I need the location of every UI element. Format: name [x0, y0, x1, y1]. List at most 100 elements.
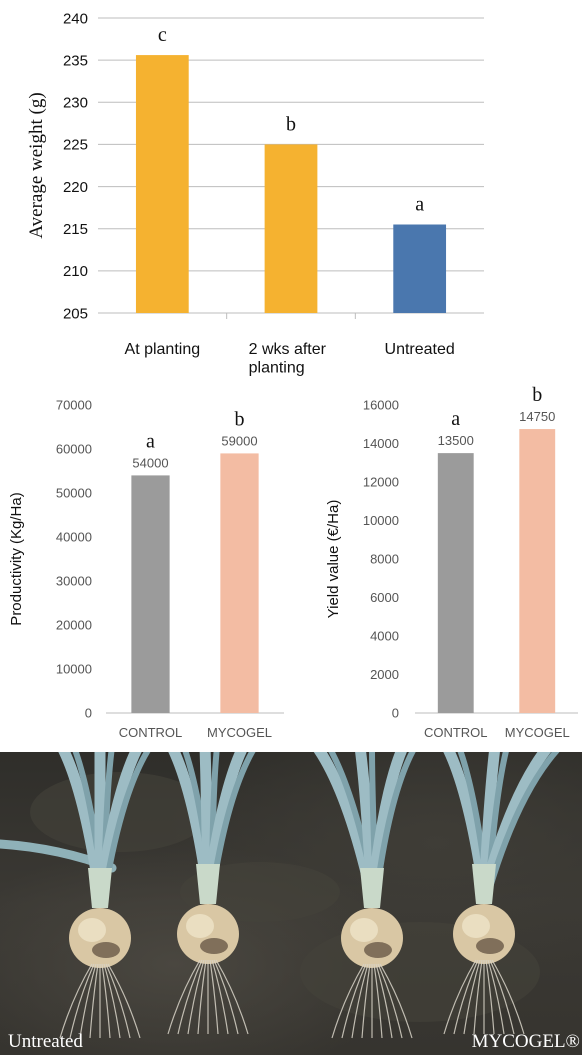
onion-highlight [350, 918, 378, 942]
bar [135, 55, 189, 313]
y-tick-label: 60000 [56, 442, 92, 457]
onion-root [443, 959, 477, 1035]
onion-root [107, 963, 141, 1039]
onion-root [463, 959, 481, 1035]
x-tick-label: MYCOGEL [505, 725, 570, 740]
onion-root [375, 963, 393, 1039]
onion-photo: Untreated MYCOGEL® [0, 752, 582, 1055]
y-tick-label: 4000 [370, 629, 399, 644]
onion-highlight [78, 918, 106, 942]
onion-root [211, 959, 229, 1035]
significance-letter: a [451, 408, 460, 430]
x-tick-label: CONTROL [119, 725, 183, 740]
y-tick-label: 70000 [56, 398, 92, 413]
x-tick-label: CONTROL [424, 725, 488, 740]
onion [313, 752, 416, 1039]
y-tick-label: 220 [63, 179, 88, 196]
soil-clump [364, 942, 392, 958]
x-tick-label: 2 wks after [249, 341, 327, 358]
y-tick-label: 50000 [56, 486, 92, 501]
significance-letter: b [286, 113, 296, 135]
y-tick-label: 215 [63, 221, 88, 238]
soil-clump [200, 938, 228, 954]
onion-root [209, 959, 219, 1035]
bar [131, 475, 170, 713]
weight-chart: 205 210 215 220 225 230 235 240 At planting c 2 wk… [0, 0, 582, 385]
significance-letter: b [532, 385, 542, 406]
onion-root [187, 959, 205, 1035]
y-tick-label: 0 [392, 706, 399, 721]
data-label: 14750 [519, 409, 555, 424]
onion-root [487, 959, 505, 1035]
y-tick-label: 225 [63, 137, 88, 154]
onion-root [453, 959, 479, 1035]
onion-neck [88, 868, 112, 908]
productivity-chart: 0 10000 20000 30000 40000 50000 60000 70000 CONT… [0, 385, 290, 750]
y-tick-label: 2000 [370, 667, 399, 682]
onion-root [373, 963, 383, 1039]
y-tick-label: 10000 [56, 662, 92, 677]
x-tick-label: At planting [125, 341, 201, 358]
significance-letter: a [415, 194, 424, 216]
onion-illustration [0, 752, 560, 1039]
significance-letter: c [158, 24, 167, 46]
significance-letter: b [235, 408, 245, 430]
y-tick-label: 205 [63, 305, 88, 322]
chart-svg: 0 10000 20000 30000 40000 50000 60000 70000 CONT… [8, 398, 284, 740]
onion-root [167, 959, 201, 1035]
data-label: 13500 [438, 433, 474, 448]
onion [167, 752, 256, 1035]
y-tick-label: 10000 [363, 513, 399, 528]
y-tick-label: 230 [63, 95, 88, 112]
onion-root [485, 959, 495, 1035]
onion-root [213, 959, 239, 1035]
onion-highlight [462, 914, 490, 938]
onion-root [177, 959, 203, 1035]
significance-letter: a [146, 430, 155, 452]
y-tick-label: 14000 [363, 436, 399, 451]
y-tick-label: 235 [63, 52, 88, 69]
onion-root [473, 959, 483, 1035]
onion-root [197, 959, 207, 1035]
y-tick-label: 16000 [363, 398, 399, 413]
mycogel-caption: MYCOGEL® [471, 1031, 580, 1052]
onion-root [351, 963, 369, 1039]
chart-svg: 0 2000 4000 6000 8000 10000 12000 14000 16000 CON… [325, 384, 578, 740]
y-axis-title: Productivity (Kg/Ha) [8, 492, 25, 625]
y-tick-label: 210 [63, 263, 88, 280]
onion-root [377, 963, 403, 1039]
onion-root [361, 963, 371, 1039]
untreated-caption: Untreated [8, 1031, 83, 1052]
onion-root [69, 963, 95, 1039]
soil-clump [476, 938, 504, 954]
onion-root [489, 959, 515, 1035]
bar [437, 453, 474, 713]
onion [443, 752, 560, 1035]
onion-root [103, 963, 121, 1039]
bar [393, 224, 447, 313]
bar [519, 429, 556, 713]
data-label: 54000 [132, 455, 168, 470]
y-tick-label: 0 [85, 706, 92, 721]
y-tick-label: 30000 [56, 574, 92, 589]
onion-neck [472, 864, 496, 904]
onion-root [79, 963, 97, 1039]
chart-svg: 205 210 215 220 225 230 235 240 At planting c 2 wk… [26, 10, 484, 376]
onion-root [491, 959, 525, 1035]
onion [58, 752, 151, 1039]
y-axis-title: Average weight (g) [26, 92, 47, 238]
y-tick-label: 240 [63, 10, 88, 27]
onion-neck [360, 868, 384, 908]
y-tick-label: 6000 [370, 590, 399, 605]
data-label: 59000 [221, 433, 257, 448]
onion-root [379, 963, 413, 1039]
onion-highlight [186, 914, 214, 938]
onion-root [101, 963, 111, 1039]
onion-root [341, 963, 367, 1039]
onion-root [59, 963, 93, 1039]
onion-root [331, 963, 365, 1039]
soil-clump [92, 942, 120, 958]
bar [264, 144, 318, 313]
onion-root [89, 963, 99, 1039]
x-tick-label: planting [249, 359, 305, 376]
